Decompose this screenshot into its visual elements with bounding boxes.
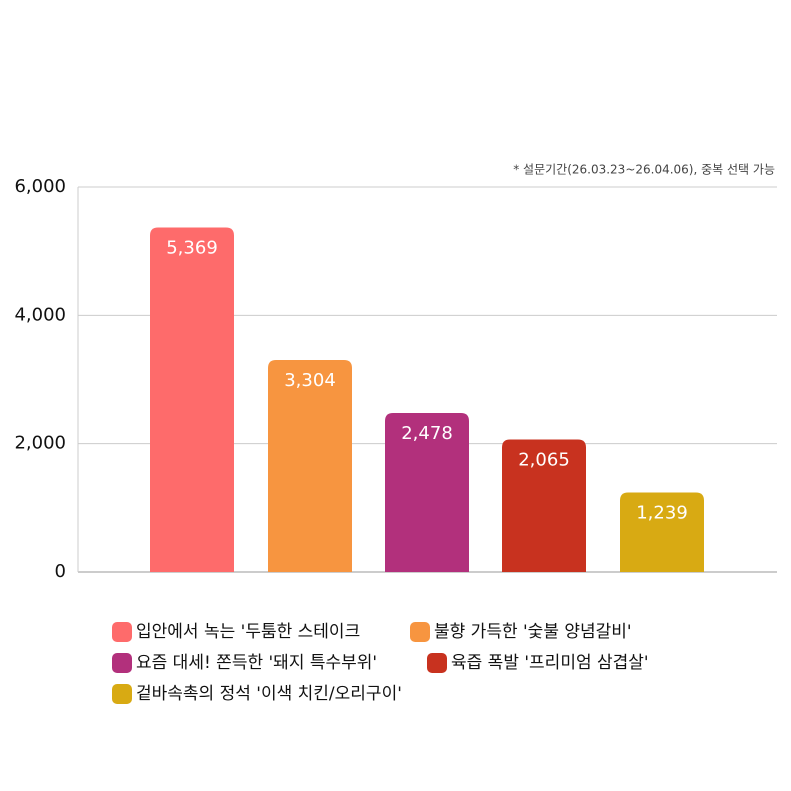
bar [268,359,352,572]
y-tick-label: 2,000 [14,433,66,454]
bar [502,439,586,572]
data-label: 2,478 [401,423,453,444]
legend-marker [112,684,132,704]
legend-marker [112,653,132,673]
legend-label: 육즙 폭발 '프리미엄 삼겹살' [451,653,649,673]
y-tick-label: 4,000 [14,304,66,325]
data-label: 3,304 [284,370,336,391]
legend-marker [410,622,430,642]
bar [620,492,704,572]
legend-label: 겉바속촉의 정석 '이색 치킨/오리구이' [136,684,402,704]
legend-marker [427,653,447,673]
y-tick-label: 6,000 [14,176,66,197]
data-label: 2,065 [518,449,570,470]
data-label: 5,369 [166,237,218,258]
bar [150,227,234,572]
bar [385,412,469,572]
legend-marker [112,622,132,642]
data-label: 1,239 [636,502,688,523]
legend-label: 불향 가득한 '숯불 양념갈비' [434,622,632,642]
legend-label: 요즘 대세! 쫀득한 '돼지 특수부위' [136,653,377,673]
chart-note: * 설문기간(26.03.23~26.04.06), 중복 선택 가능 [513,163,775,177]
legend-label: 입안에서 녹는 '두툼한 스테이크 [136,622,360,642]
y-tick-label: 0 [55,561,66,582]
